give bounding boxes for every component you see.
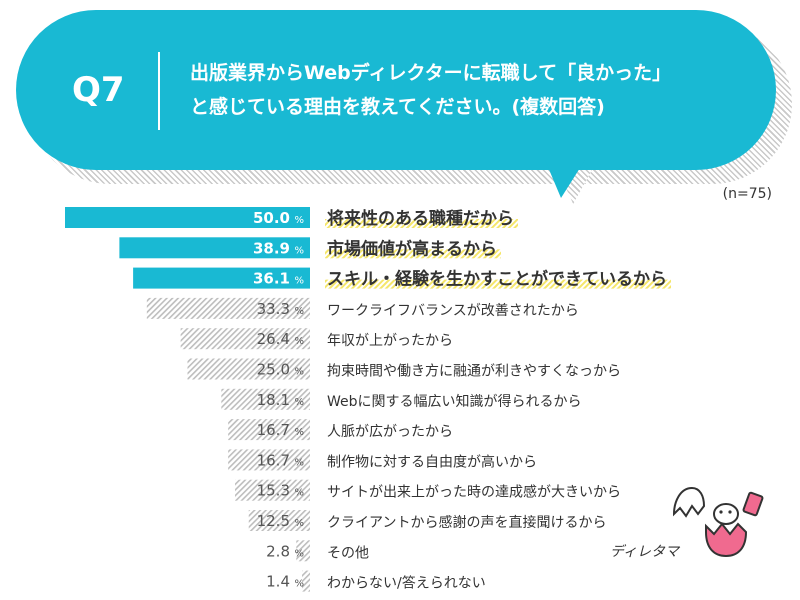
unit-label-2: % (294, 245, 304, 256)
bar-11 (248, 510, 310, 531)
unit-label-4: % (294, 306, 304, 317)
unit-label-6: % (294, 367, 304, 378)
highlight-marker-2 (325, 249, 501, 259)
bar-12 (296, 540, 310, 562)
egg-mascot-illustration (672, 486, 764, 558)
unit-label-7: % (294, 397, 304, 408)
eggshell-top (672, 486, 706, 518)
question-text: 出版業界からWebディレクターに転職して「良かった」 と感じている理由を教えてく… (190, 56, 750, 124)
value-label-1: 50.0 (253, 209, 290, 227)
unit-label-9: % (294, 457, 304, 468)
bar-6 (187, 358, 310, 380)
unit-label-13: % (294, 579, 304, 590)
highlight-marker-3 (325, 279, 671, 289)
phone-icon (742, 491, 764, 517)
category-label-3: スキル・経験を生かすことができているから (327, 269, 667, 290)
bar-2 (119, 237, 310, 259)
unit-label-12: % (294, 548, 304, 559)
bar-7 (221, 388, 310, 410)
category-label-4: ワークライフバランスが改善されたから (327, 303, 579, 319)
value-label-12: 2.8 (266, 542, 290, 560)
mascot-label: ディレタマ (610, 544, 680, 560)
unit-label-11: % (294, 518, 304, 529)
category-label-10: サイトが出来上がった時の達成感が大きいから (327, 484, 621, 501)
bar-5 (180, 328, 310, 350)
question-header-bubble (16, 10, 776, 170)
highlight-marker-1 (325, 219, 518, 228)
value-label-10: 15.3 (257, 482, 290, 500)
bar-1 (65, 207, 310, 228)
sample-size: (n=75) (722, 186, 772, 202)
unit-label-10: % (294, 488, 304, 499)
eggshell-bottom (705, 522, 748, 558)
category-label-9: 制作物に対する自由度が高いから (327, 453, 537, 470)
category-label-2: 市場価値が高まるから (327, 238, 497, 259)
value-label-5: 26.4 (257, 330, 290, 348)
value-label-8: 16.7 (257, 421, 290, 439)
value-label-11: 12.5 (257, 512, 290, 530)
bar-3 (133, 267, 310, 289)
bar-13 (302, 570, 310, 592)
unit-label-8: % (294, 427, 304, 438)
bar-4 (146, 297, 310, 319)
value-label-9: 16.7 (257, 451, 290, 469)
value-label-4: 33.3 (257, 300, 290, 318)
question-line-1: 出版業界からWebディレクターに転職して「良かった」 (190, 62, 672, 84)
value-label-6: 25.0 (257, 361, 290, 379)
category-label-5: 年収が上がったから (327, 333, 453, 349)
value-label-2: 38.9 (253, 239, 290, 257)
value-label-3: 36.1 (253, 270, 290, 288)
category-label-1: 将来性のある職種だから (327, 208, 514, 229)
unit-label-5: % (294, 336, 304, 347)
category-label-12: その他 (327, 545, 369, 561)
question-line-2: と感じている理由を教えてください。(複数回答) (190, 96, 605, 118)
mascot-face (713, 503, 739, 525)
bar-8 (228, 419, 310, 441)
bar-10 (235, 479, 310, 501)
question-number: Q7 (72, 70, 125, 110)
category-label-11: クライアントから感謝の声を直接聞けるから (327, 514, 606, 531)
unit-label-1: % (294, 215, 304, 226)
value-label-7: 18.1 (257, 391, 290, 409)
unit-label-3: % (294, 276, 304, 287)
category-label-6: 拘束時間や働き方に融通が利きやすくなっから (327, 364, 621, 380)
category-label-7: Webに関する幅広い知識が得られるから (327, 393, 582, 410)
category-label-8: 人脈が広がったから (327, 424, 453, 440)
category-label-13: わからない/答えられない (327, 575, 486, 592)
value-label-13: 1.4 (266, 573, 290, 591)
bar-9 (228, 449, 310, 471)
question-divider (158, 52, 160, 130)
